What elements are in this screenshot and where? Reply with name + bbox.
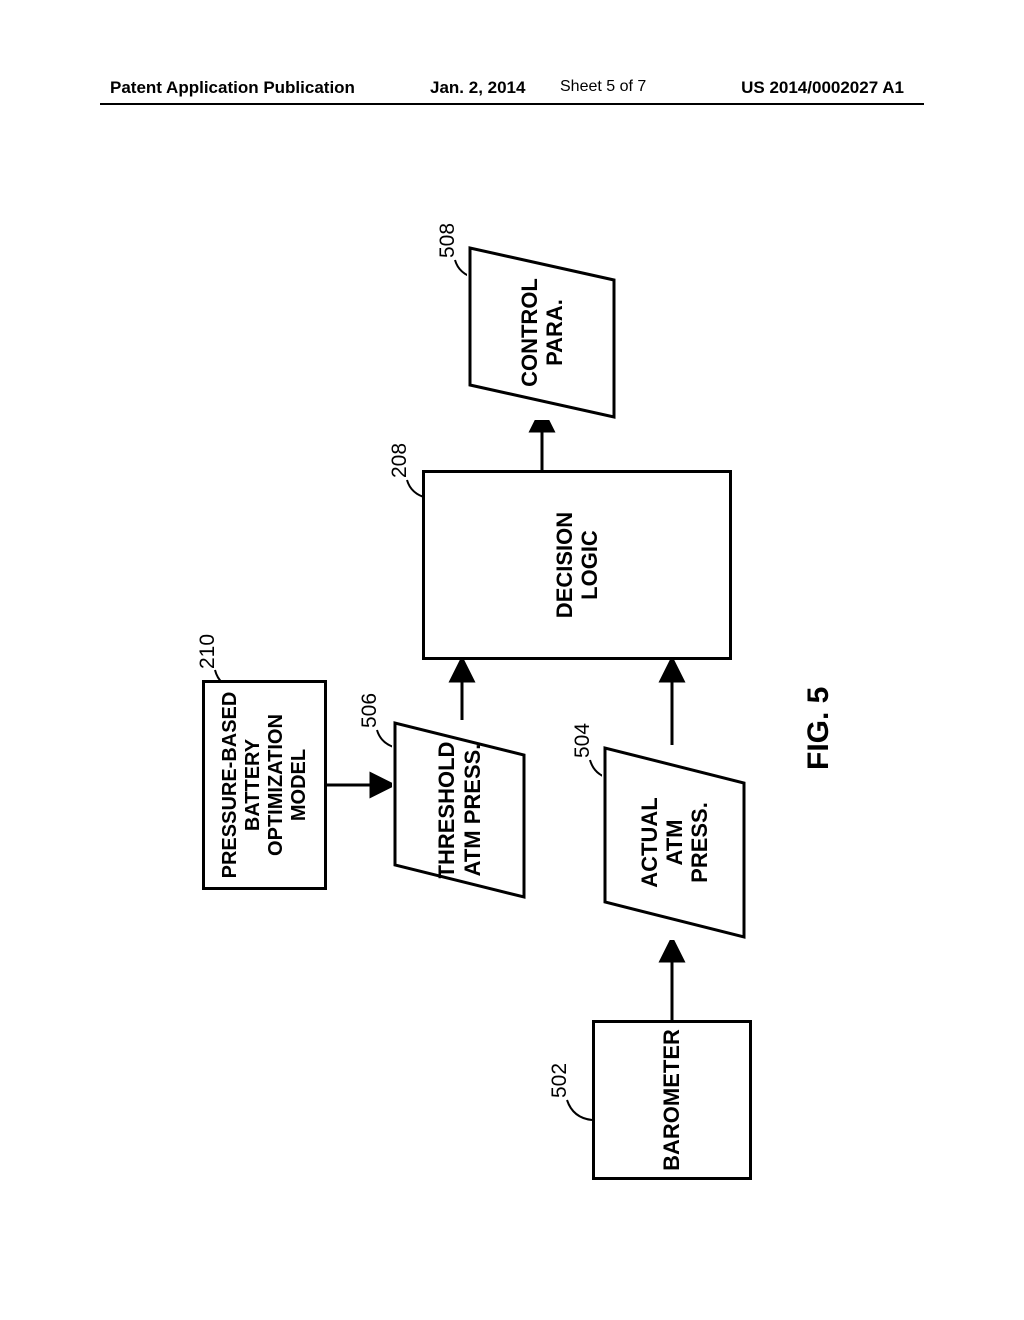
ref-508: 508	[436, 223, 460, 258]
node-barometer-label: BAROMETER	[659, 1029, 684, 1171]
node-barometer: BAROMETER	[592, 1020, 752, 1180]
page: Patent Application Publication Jan. 2, 2…	[0, 0, 1024, 1320]
header-rule	[100, 103, 924, 105]
node-control-label: CONTROLPARA.	[467, 245, 617, 420]
header-date: Jan. 2, 2014	[430, 78, 525, 98]
node-decision-label: DECISIONLOGIC	[552, 512, 603, 618]
node-threshold-label: THRESHOLDATM PRESS.	[392, 720, 527, 900]
ref-502: 502	[548, 1063, 572, 1098]
figure-5: BAROMETER 502 PRESSURE-BASEDBATTERYOPTIM…	[0, 160, 1024, 1220]
node-actual-label: ACTUALATMPRESS.	[602, 745, 747, 940]
ref-506: 506	[358, 693, 382, 728]
figure-caption: FIG. 5	[802, 687, 836, 770]
ref-210: 210	[196, 634, 220, 669]
node-control: CONTROLPARA.	[467, 245, 617, 420]
node-model-label: PRESSURE-BASEDBATTERYOPTIMIZATIONMODEL	[219, 692, 311, 879]
node-model: PRESSURE-BASEDBATTERYOPTIMIZATIONMODEL	[202, 680, 327, 890]
ref-208: 208	[388, 443, 412, 478]
node-actual: ACTUALATMPRESS.	[602, 745, 747, 940]
header-pubno: US 2014/0002027 A1	[741, 78, 904, 98]
node-decision: DECISIONLOGIC	[422, 470, 732, 660]
header-pub-type: Patent Application Publication	[110, 78, 355, 98]
node-threshold: THRESHOLDATM PRESS.	[392, 720, 527, 900]
ref-504: 504	[571, 723, 595, 758]
figure-canvas-rotated: BAROMETER 502 PRESSURE-BASEDBATTERYOPTIM…	[172, 240, 852, 1200]
header-sheet: Sheet 5 of 7	[560, 78, 646, 96]
